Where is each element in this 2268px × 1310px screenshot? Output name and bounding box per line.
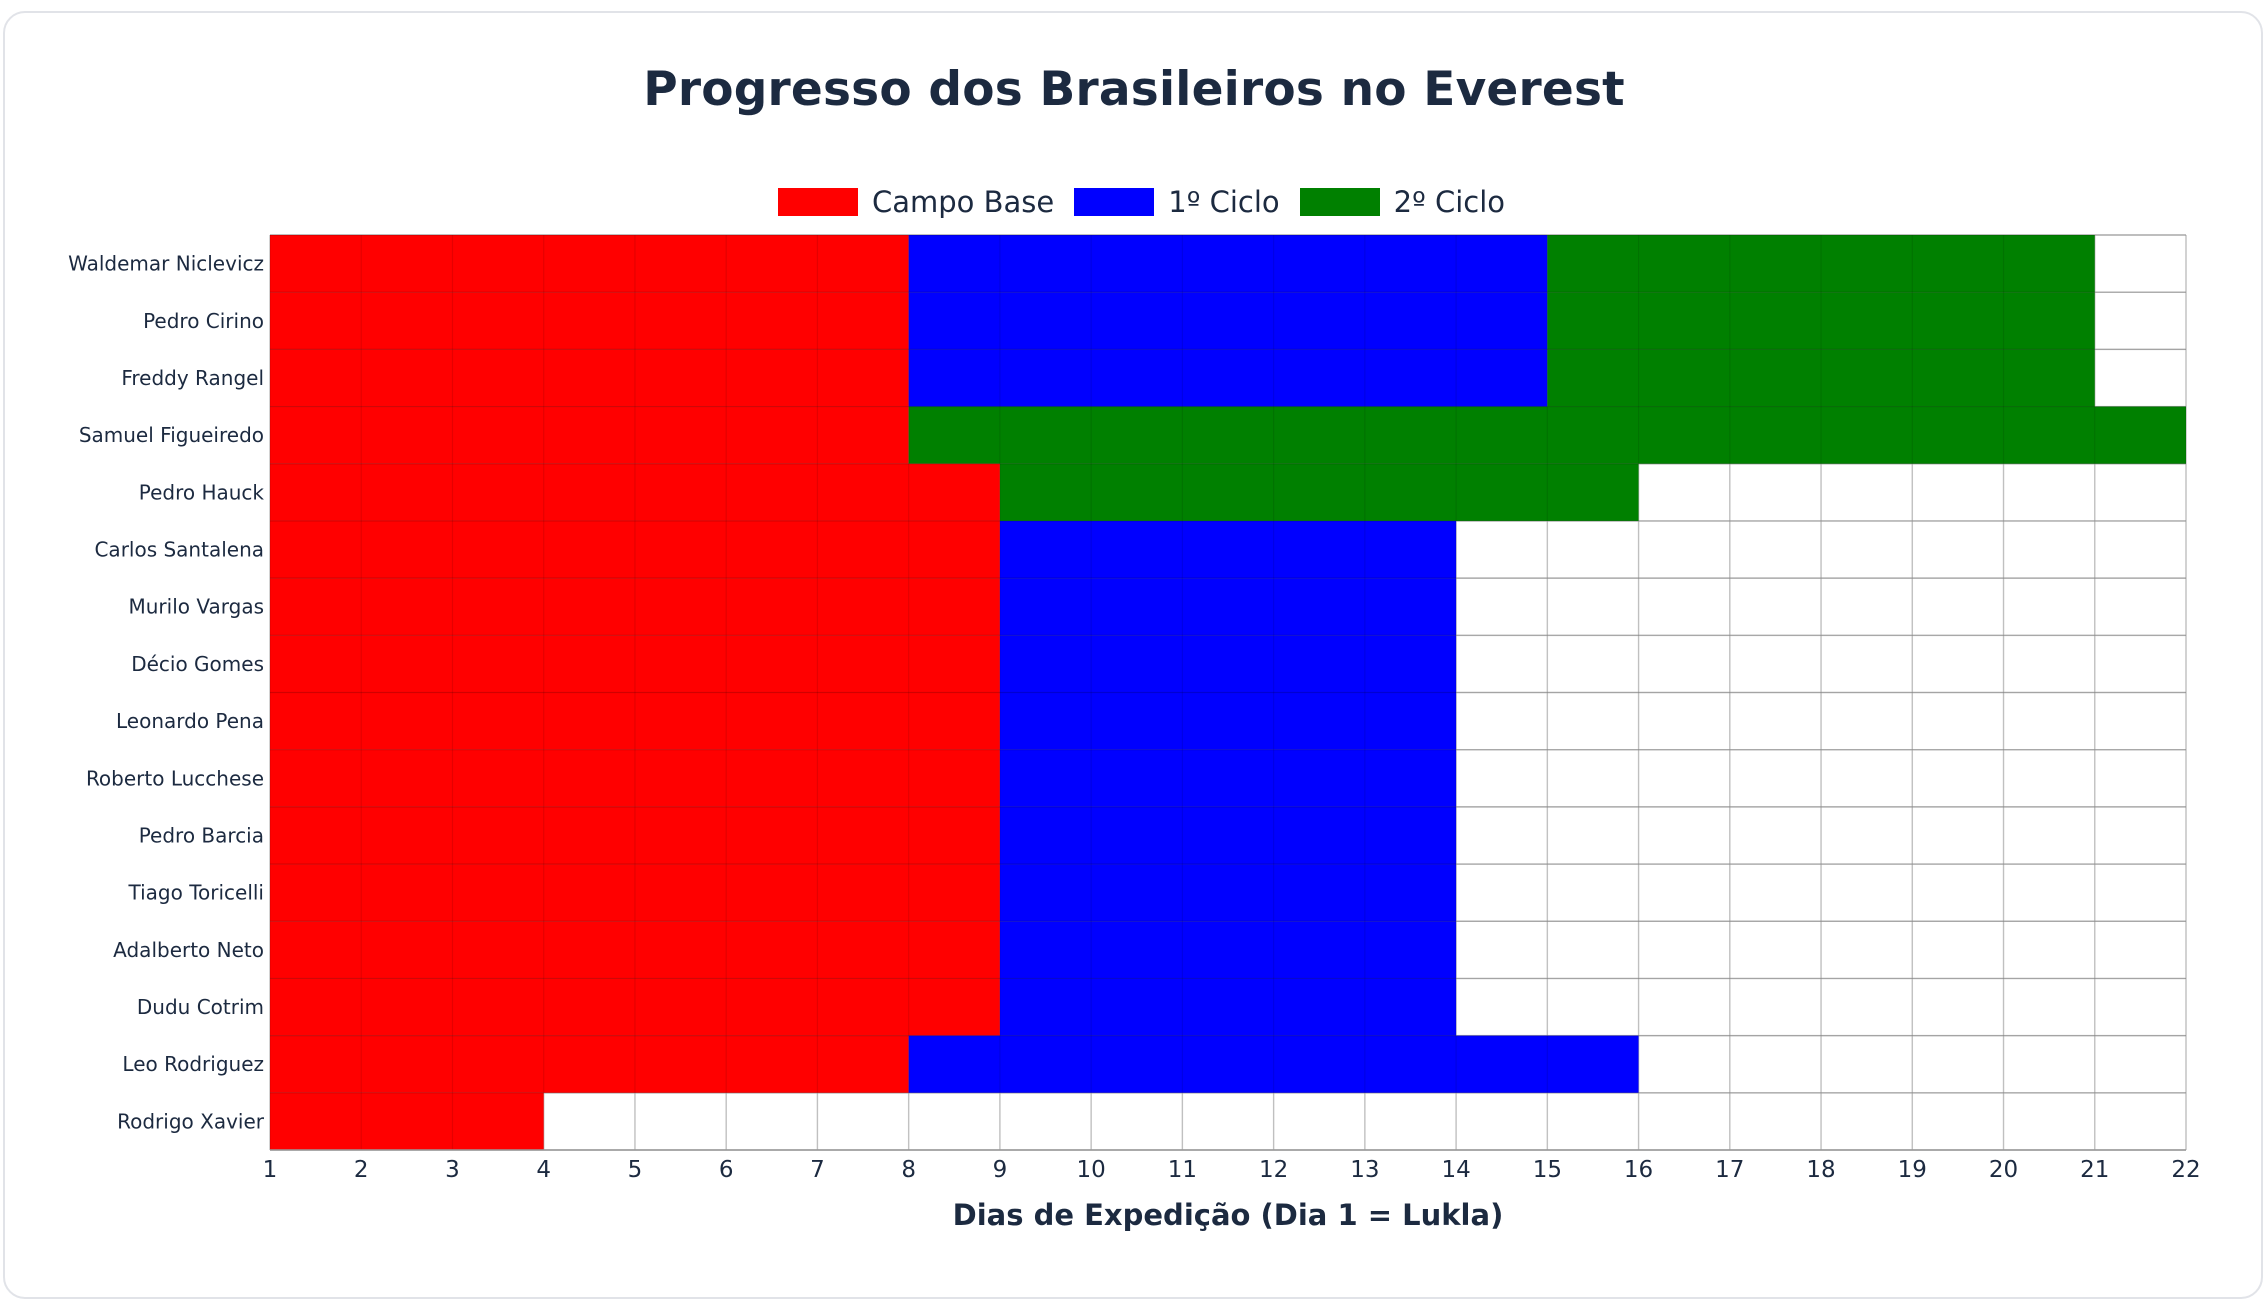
x-tick-label: 13	[1350, 1157, 1379, 1183]
bar-1-ciclo	[999, 921, 1457, 979]
x-tick-label: 1	[263, 1157, 278, 1183]
y-tick-label: Pedro Hauck	[139, 480, 265, 504]
x-tick-label: 5	[628, 1157, 643, 1183]
bar-2-ciclo	[1547, 292, 2095, 350]
bar-1-ciclo	[999, 692, 1457, 750]
bar-1-ciclo	[999, 864, 1457, 922]
y-tick-label: Murilo Vargas	[129, 595, 265, 619]
x-tick-label: 8	[901, 1157, 916, 1183]
bar-2-ciclo	[1547, 349, 2095, 407]
bar-2-ciclo	[908, 406, 2186, 464]
bar-campo-base	[270, 578, 1000, 636]
x-tick-label: 4	[536, 1157, 551, 1183]
bar-campo-base	[270, 406, 909, 464]
legend-swatch-1-ciclo	[1074, 188, 1155, 216]
y-tick-label: Décio Gomes	[131, 652, 264, 676]
bar-campo-base	[270, 749, 1000, 807]
bar-1-ciclo	[908, 1035, 1639, 1093]
x-tick-label: 20	[1989, 1157, 2018, 1183]
bar-1-ciclo	[908, 292, 1548, 350]
x-tick-label: 2	[354, 1157, 369, 1183]
x-tick-label: 16	[1624, 1157, 1653, 1183]
x-axis-label: Dias de Expedição (Dia 1 = Lukla)	[952, 1198, 1504, 1232]
bar-campo-base	[270, 806, 1000, 865]
bar-2-ciclo	[1547, 235, 2095, 293]
y-tick-label: Carlos Santalena	[94, 538, 264, 562]
x-tick-label: 12	[1259, 1157, 1288, 1183]
y-tick-label: Pedro Barcia	[139, 823, 264, 847]
y-tick-label: Rodrigo Xavier	[117, 1109, 265, 1133]
bar-2-ciclo	[999, 463, 1639, 521]
legend-label-campo-base: Campo Base	[872, 185, 1055, 219]
x-tick-label: 15	[1533, 1157, 1562, 1183]
x-tick-label: 7	[810, 1157, 825, 1183]
legend-item-1-ciclo[interactable]: 1º Ciclo	[1074, 185, 1280, 219]
bar-campo-base	[270, 292, 909, 350]
bar-campo-base	[270, 463, 1000, 521]
y-tick-label: Pedro Cirino	[143, 309, 264, 333]
bar-campo-base	[270, 1092, 544, 1150]
grid-overlay	[269, 234, 2187, 1151]
legend-label-2-ciclo: 2º Ciclo	[1393, 185, 1506, 219]
legend-swatch-2-ciclo	[1299, 188, 1380, 216]
bar-campo-base	[270, 349, 909, 407]
x-tick-label: 11	[1168, 1157, 1197, 1183]
bar-campo-base	[270, 635, 1000, 693]
bar-campo-base	[270, 921, 1000, 979]
bar-1-ciclo	[999, 578, 1457, 636]
chart-title: Progresso dos Brasileiros no Everest	[643, 62, 1625, 117]
legend-swatch-campo-base	[778, 188, 858, 216]
bar-campo-base	[270, 864, 1000, 922]
bar-campo-base	[270, 692, 1000, 750]
x-tick-label: 17	[1715, 1157, 1744, 1183]
y-tick-label: Waldemar Niclevicz	[68, 252, 264, 276]
legend-label-1-ciclo: 1º Ciclo	[1168, 185, 1280, 219]
bar-campo-base	[270, 978, 1000, 1036]
y-tick-label: Leo Rodriguez	[122, 1052, 264, 1076]
y-tick-label: Tiago Toricelli	[127, 881, 264, 905]
bar-1-ciclo	[908, 349, 1548, 407]
y-tick-label: Roberto Lucchese	[86, 766, 264, 790]
bar-1-ciclo	[908, 235, 1548, 293]
y-tick-label: Leonardo Pena	[116, 709, 264, 733]
x-tick-label: 21	[2080, 1157, 2109, 1183]
bar-1-ciclo	[999, 749, 1457, 807]
y-tick-label: Freddy Rangel	[121, 366, 264, 390]
y-tick-label: Dudu Cotrim	[137, 995, 264, 1019]
x-tick-label: 3	[445, 1157, 460, 1183]
bar-campo-base	[270, 1035, 909, 1093]
bar-1-ciclo	[999, 635, 1457, 693]
bar-1-ciclo	[999, 520, 1457, 579]
bar-campo-base	[270, 520, 1000, 579]
x-tick-label: 19	[1898, 1157, 1927, 1183]
bar-1-ciclo	[999, 978, 1457, 1036]
legend-item-campo-base[interactable]: Campo Base	[778, 185, 1054, 219]
x-tick-label: 6	[719, 1157, 734, 1183]
x-tick-label: 22	[2171, 1157, 2200, 1183]
x-tick-label: 18	[1806, 1157, 1835, 1183]
x-tick-label: 10	[1077, 1157, 1106, 1183]
x-tick-label: 9	[993, 1157, 1008, 1183]
y-tick-label: Adalberto Neto	[113, 938, 264, 962]
legend-item-2-ciclo[interactable]: 2º Ciclo	[1299, 185, 1506, 219]
y-tick-label: Samuel Figueiredo	[79, 423, 264, 447]
bar-1-ciclo	[999, 806, 1457, 865]
x-tick-label: 14	[1441, 1157, 1470, 1183]
bar-campo-base	[270, 235, 909, 293]
chart-legend: Campo Base 1º Ciclo 2º Ciclo	[778, 183, 1525, 221]
